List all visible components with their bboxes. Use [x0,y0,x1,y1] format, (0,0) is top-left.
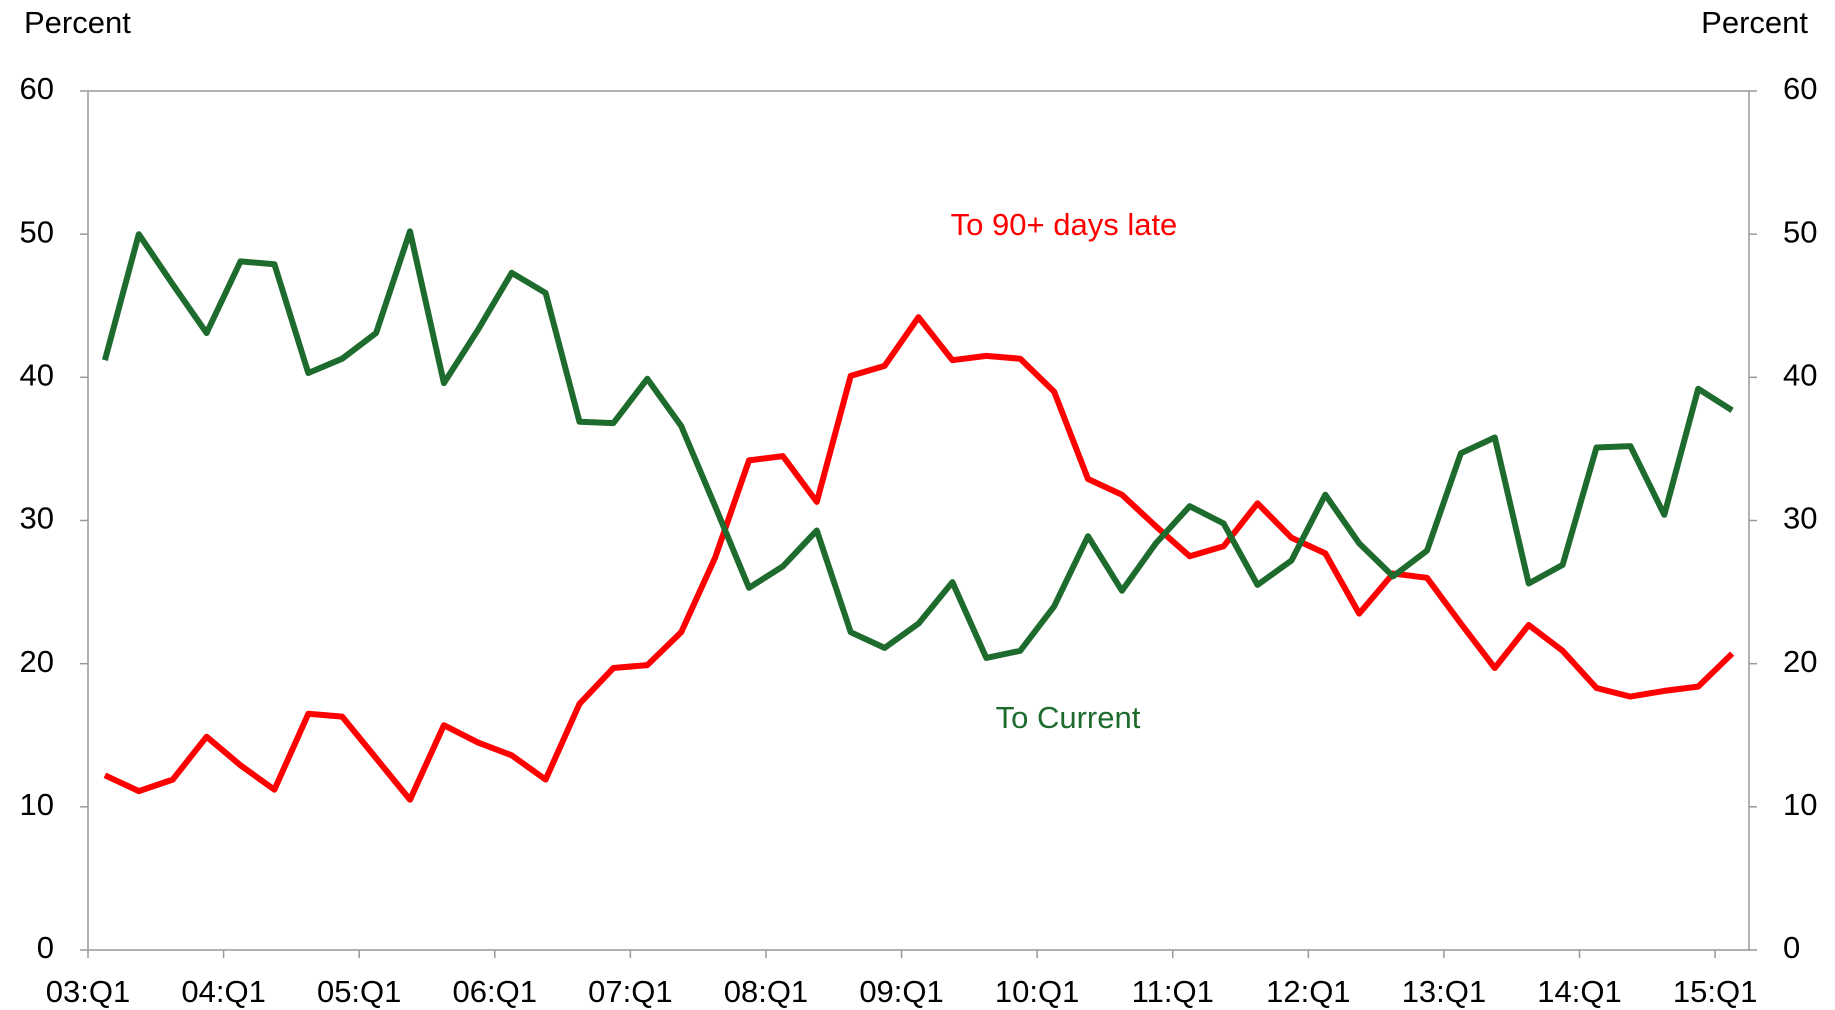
x-tick-label: 14:Q1 [1537,974,1621,1009]
y-axis-label: Percent [24,5,131,40]
y-tick-label: 30 [20,501,54,536]
x-tick-label: 15:Q1 [1673,974,1757,1009]
y2-tick-label: 50 [1783,214,1817,249]
x-tick-label: 11:Q1 [1132,974,1214,1009]
series-label: To Current [996,700,1141,735]
y2-tick-label: 60 [1783,71,1817,106]
x-tick-label: 06:Q1 [453,974,537,1009]
y-tick-label: 40 [20,358,54,393]
x-tick-label: 08:Q1 [724,974,808,1009]
y-tick-label: 20 [20,644,54,679]
series-line [102,228,1734,661]
y-tick-label: 50 [20,214,54,249]
x-tick-label: 10:Q1 [995,974,1079,1009]
x-tick-label: 04:Q1 [181,974,265,1009]
y2-axis-label: Percent [1701,5,1808,40]
y-tick-label: 60 [20,71,54,106]
x-tick-label: 09:Q1 [859,974,943,1009]
y-tick-label: 10 [20,787,54,822]
series-line [103,314,1735,803]
x-tick-label: 12:Q1 [1266,974,1350,1009]
y2-tick-label: 40 [1783,358,1817,393]
x-tick-label: 03:Q1 [46,974,130,1009]
y2-tick-label: 0 [1783,930,1800,965]
x-tick-label: 07:Q1 [588,974,672,1009]
y2-tick-label: 10 [1783,787,1817,822]
x-tick-label: 13:Q1 [1402,974,1486,1009]
plot-frame [87,90,1750,951]
y-tick-label: 0 [37,930,54,965]
series-label: To 90+ days late [951,207,1178,242]
y2-tick-label: 20 [1783,644,1817,679]
y2-tick-label: 30 [1783,501,1817,536]
x-tick-label: 05:Q1 [317,974,401,1009]
